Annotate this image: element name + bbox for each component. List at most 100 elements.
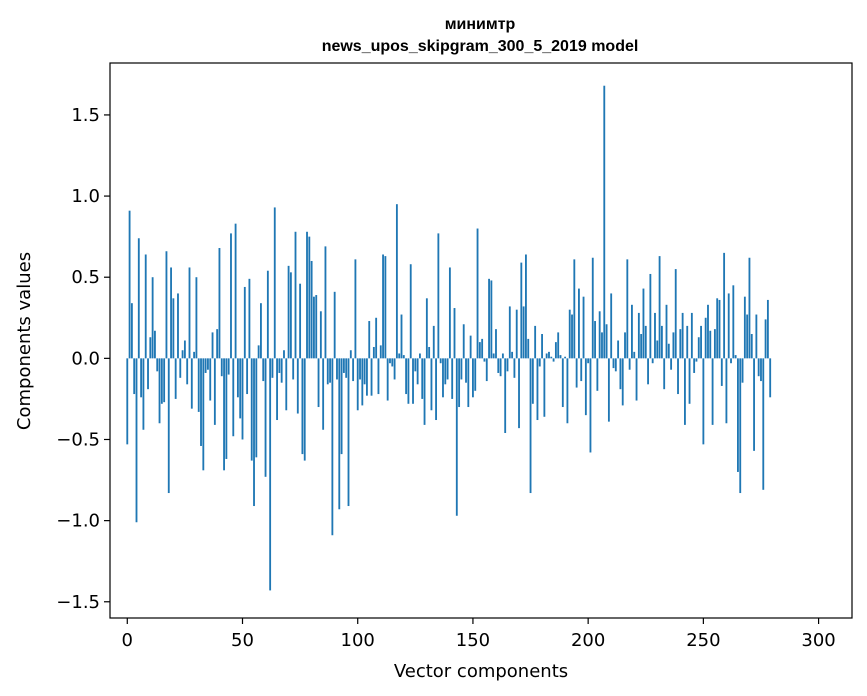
bar [527, 338, 530, 359]
bar [285, 358, 288, 411]
bar [451, 358, 454, 399]
bar [220, 358, 223, 377]
x-tick-label: 150 [456, 630, 490, 651]
bar [262, 358, 265, 382]
bar [564, 356, 567, 359]
y-tick-label: 0.0 [71, 348, 100, 369]
bar [428, 346, 431, 359]
bar [359, 358, 361, 380]
bar [518, 358, 520, 429]
bar [626, 259, 629, 359]
bar [276, 358, 278, 421]
bar [649, 273, 652, 359]
bar [289, 272, 292, 359]
bar [764, 319, 767, 359]
bar [345, 358, 348, 378]
x-axis-ticks: 0 50 100 150 200 250 300 [122, 618, 836, 651]
bar [723, 252, 726, 359]
bar [402, 355, 405, 359]
bar [329, 358, 331, 383]
bar [589, 358, 592, 453]
bar [481, 338, 484, 359]
bar [292, 358, 295, 380]
bar [538, 358, 541, 367]
bar [640, 334, 643, 359]
bar [478, 342, 481, 359]
bar [391, 358, 394, 367]
y-tick-label: −0.5 [56, 429, 100, 450]
bar [571, 314, 573, 359]
bar [200, 358, 202, 446]
bar [584, 358, 587, 416]
bar [575, 358, 578, 388]
bar-series [126, 85, 772, 591]
bar [349, 350, 352, 359]
bar [306, 231, 308, 359]
bar [665, 304, 668, 359]
bar [704, 317, 707, 359]
bar [769, 358, 772, 398]
bar [287, 265, 290, 359]
bar [271, 358, 274, 378]
bar [552, 358, 555, 362]
bar [183, 340, 186, 359]
bar [211, 332, 214, 359]
bar [674, 269, 677, 359]
bar [269, 358, 272, 591]
bar [384, 256, 387, 359]
bar [631, 304, 633, 359]
x-tick-label: 200 [571, 630, 605, 651]
bar [607, 358, 610, 422]
bar [582, 296, 585, 359]
bar [128, 210, 131, 359]
bar [753, 358, 755, 451]
bar [156, 358, 159, 372]
bar [193, 351, 196, 359]
bar [190, 358, 193, 409]
bar [377, 358, 380, 395]
x-tick-label: 300 [801, 630, 835, 651]
bar [748, 257, 751, 359]
bar [730, 358, 732, 364]
bar [149, 337, 152, 359]
bar [448, 267, 451, 359]
bar [474, 358, 477, 391]
bar [465, 358, 467, 383]
bar [241, 358, 244, 440]
bar [485, 358, 488, 382]
bar [700, 325, 702, 359]
bar [232, 358, 235, 437]
bar [409, 264, 412, 359]
bar [601, 332, 603, 359]
bar [126, 358, 129, 445]
bar [513, 358, 516, 378]
bar [213, 358, 216, 425]
bar [455, 358, 458, 516]
bar [651, 358, 654, 364]
bar [548, 351, 550, 359]
x-tick-label: 0 [122, 630, 133, 651]
bar [525, 254, 527, 359]
bar [338, 358, 341, 510]
bar [707, 304, 709, 359]
bar [587, 358, 590, 364]
bar [163, 358, 166, 403]
bar [762, 358, 765, 490]
bar [167, 358, 170, 494]
bar [266, 270, 269, 359]
bar [737, 358, 739, 472]
bar [405, 358, 408, 395]
bar [578, 288, 580, 359]
bar [573, 259, 576, 359]
bar [209, 358, 212, 401]
y-tick-label: 1.0 [71, 186, 100, 207]
bar [766, 299, 769, 359]
bar [439, 358, 442, 364]
bar [172, 298, 175, 359]
bar [557, 332, 560, 359]
bar [746, 314, 749, 359]
bar [137, 238, 140, 359]
bar [432, 325, 435, 359]
bar [188, 267, 191, 359]
bar [336, 358, 338, 380]
